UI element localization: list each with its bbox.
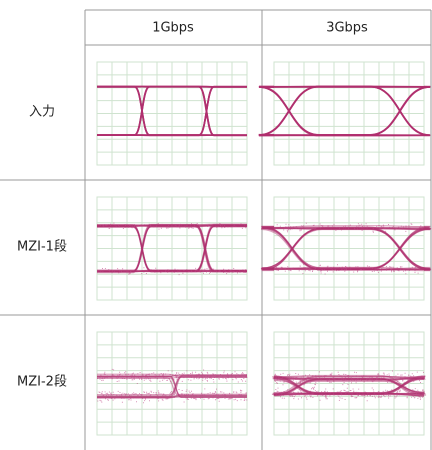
eye-trace: [97, 269, 247, 272]
eye-noise: [274, 222, 425, 275]
eye-trace: [97, 224, 247, 271]
eye-trace: [274, 376, 426, 382]
eye-trace: [262, 225, 431, 229]
eye-trace: [274, 380, 425, 396]
eye-trace: [274, 376, 424, 380]
eye-trace: [261, 226, 430, 271]
eye-trace: [274, 376, 424, 397]
eye-trace: [97, 223, 247, 273]
eye-trace: [272, 377, 425, 395]
eye-trace: [274, 375, 424, 396]
scope-grid: [97, 332, 247, 435]
eye-trace: [97, 226, 247, 272]
eye-trace: [97, 374, 247, 377]
eye-trace: [274, 378, 424, 397]
eye-trace: [262, 225, 431, 270]
eye-trace: [274, 375, 427, 396]
eye-trace: [262, 228, 432, 271]
eye-trace: [97, 85, 247, 137]
eye-trace: [258, 86, 430, 136]
eye-trace: [97, 225, 247, 273]
eye-trace: [261, 227, 430, 271]
row-label: MZI-1段: [17, 240, 67, 255]
eye-trace: [262, 226, 430, 271]
eye-trace: [274, 377, 426, 395]
eye-trace: [97, 269, 247, 273]
table-borders: [0, 9, 432, 450]
eye-trace: [262, 226, 430, 271]
eye-trace: [274, 377, 424, 394]
scope-grid: [97, 62, 247, 165]
eye-trace: [261, 226, 431, 230]
eye-trace: [97, 394, 247, 399]
eye-trace: [97, 225, 247, 273]
eye-trace: [97, 376, 247, 398]
eye-trace: [272, 377, 426, 380]
eye-trace: [97, 376, 247, 397]
column-header: 3Gbps: [326, 21, 368, 36]
eye-screens: [96, 61, 432, 436]
eye-trace: [274, 377, 424, 398]
eye-trace: [262, 227, 431, 270]
eye-trace: [272, 392, 424, 397]
eye-trace: [274, 377, 425, 396]
eye-trace: [262, 227, 430, 270]
eye-trace: [262, 228, 431, 271]
eye-trace: [274, 377, 425, 395]
column-header: 1Gbps: [152, 21, 194, 36]
eye-trace: [274, 377, 425, 397]
eye-trace: [97, 224, 247, 227]
eye-trace: [262, 227, 432, 269]
eye-trace: [97, 224, 247, 273]
eye-trace: [262, 227, 431, 269]
eye-trace: [97, 223, 247, 271]
eye-trace: [97, 270, 247, 273]
eye-trace: [97, 225, 247, 272]
eye-trace: [262, 226, 430, 271]
eye-trace: [97, 224, 247, 272]
eye-trace: [273, 377, 425, 394]
eye-trace: [97, 224, 247, 272]
eye-trace: [97, 226, 247, 273]
eye-trace: [97, 225, 247, 273]
eye-trace: [97, 374, 247, 377]
eye-trace: [273, 377, 426, 396]
row-label: MZI-2段: [17, 375, 67, 390]
eye-trace: [97, 224, 247, 274]
eye-trace: [97, 224, 247, 272]
eye-trace: [274, 378, 424, 396]
eye-trace: [274, 374, 424, 394]
eye-noise: [97, 222, 248, 276]
eye-noise: [97, 368, 248, 404]
eye-trace: [97, 225, 247, 272]
eye-trace: [261, 266, 431, 271]
eye-trace: [97, 226, 247, 272]
eye-trace: [97, 225, 247, 272]
scope-grid: [274, 197, 424, 300]
eye-trace: [261, 266, 431, 271]
scope-grid: [97, 197, 247, 300]
eye-trace: [261, 226, 430, 270]
eye-trace: [97, 226, 247, 272]
eye-trace: [274, 375, 426, 394]
eye-trace: [97, 225, 247, 273]
row-label: 入力: [29, 105, 55, 120]
eye-noise: [274, 370, 425, 402]
eye-trace: [97, 226, 247, 272]
scope-grid: [274, 332, 424, 435]
eye-trace: [261, 228, 431, 269]
eye-trace: [273, 376, 425, 396]
eye-trace: [97, 375, 247, 397]
eye-trace: [261, 227, 431, 230]
eye-trace: [262, 227, 430, 270]
eye-trace: [261, 225, 431, 269]
